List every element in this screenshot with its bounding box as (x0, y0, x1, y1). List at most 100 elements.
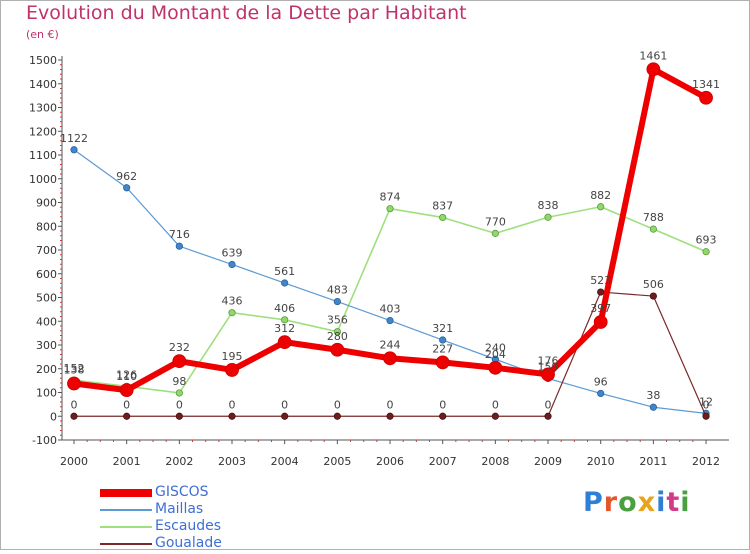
data-label-giscos: 1461 (639, 49, 667, 62)
data-point-escaudes (439, 213, 447, 222)
x-tick-label: 2003 (218, 455, 246, 468)
y-tick-label: 700 (36, 244, 57, 257)
data-label-maillas: 96 (594, 375, 608, 388)
data-point-giscos (330, 342, 345, 357)
data-point-giscos (67, 376, 81, 391)
data-label-escaudes: 837 (432, 199, 453, 212)
y-tick-label: 1200 (29, 125, 57, 138)
data-label-escaudes: 770 (485, 215, 506, 228)
x-tick-label: 2007 (429, 455, 457, 468)
data-point-giscos (172, 354, 187, 369)
data-label-goualade: 523 (590, 274, 611, 287)
data-label-giscos: 397 (590, 302, 611, 315)
data-point-goualade (544, 412, 552, 420)
x-tick-label: 2012 (692, 455, 720, 468)
data-point-escaudes (228, 309, 236, 317)
data-label-goualade: 0 (703, 398, 710, 411)
data-point-maillas (123, 184, 131, 192)
data-point-maillas (175, 242, 183, 250)
logo-letter: i (680, 487, 691, 518)
data-point-goualade (439, 412, 447, 420)
data-point-escaudes (597, 203, 605, 211)
legend-label-maillas: Maillas (155, 501, 204, 517)
data-point-goualade (70, 412, 78, 420)
data-label-giscos: 1341 (692, 78, 720, 91)
data-label-escaudes: 98 (172, 375, 186, 388)
data-label-goualade: 0 (229, 398, 236, 411)
data-point-goualade (175, 412, 183, 420)
data-label-maillas: 483 (327, 284, 348, 297)
data-point-escaudes (175, 389, 183, 397)
data-label-goualade: 506 (643, 278, 664, 291)
x-tick-label: 2004 (271, 455, 299, 468)
data-label-giscos: 176 (538, 354, 559, 367)
data-point-giscos (225, 363, 239, 377)
data-label-escaudes: 436 (222, 295, 243, 308)
y-tick-label: 800 (36, 220, 57, 233)
chart-unit-label: (en €) (26, 28, 59, 41)
data-point-escaudes (491, 229, 499, 237)
logo-letter: r (603, 487, 619, 518)
data-label-giscos: 232 (169, 341, 190, 354)
data-point-escaudes (386, 205, 394, 213)
data-point-giscos (646, 62, 661, 77)
legend-label-goualade: Goualade (155, 535, 222, 551)
y-tick-label: -100 (32, 434, 57, 447)
logo-letter: i (656, 487, 667, 518)
data-point-maillas (649, 403, 657, 411)
data-label-maillas: 962 (116, 170, 137, 183)
data-point-goualade (702, 412, 710, 420)
y-tick-label: 1300 (29, 102, 57, 115)
data-label-goualade: 0 (387, 398, 394, 411)
legend-swatch-maillas (100, 509, 152, 511)
data-point-giscos (541, 367, 555, 382)
data-label-goualade: 0 (439, 398, 446, 411)
data-label-maillas: 716 (169, 228, 190, 241)
data-label-goualade: 0 (545, 398, 552, 411)
data-point-goualade (491, 412, 499, 420)
data-label-maillas: 403 (380, 303, 401, 316)
legend-label-escaudes: Escaudes (155, 518, 222, 534)
x-tick-label: 2006 (376, 455, 404, 468)
legend-label-giscos: GISCOS (155, 484, 209, 500)
data-point-giscos (488, 360, 503, 375)
logo-letter: o (618, 487, 638, 518)
logo-letter: P (583, 487, 604, 518)
data-label-giscos: 110 (116, 370, 137, 383)
data-point-maillas (281, 279, 289, 287)
data-point-maillas (386, 316, 394, 325)
data-label-goualade: 0 (281, 398, 288, 411)
data-point-goualade (333, 412, 341, 420)
x-tick-label: 2002 (165, 455, 193, 468)
data-point-goualade (386, 412, 394, 420)
data-label-maillas: 639 (222, 246, 243, 259)
data-point-escaudes (281, 316, 289, 324)
data-label-goualade: 0 (71, 398, 78, 411)
y-tick-label: 600 (36, 268, 57, 281)
y-tick-label: 500 (36, 292, 57, 305)
legend-swatch-escaudes (100, 526, 152, 528)
data-label-escaudes: 838 (538, 199, 559, 212)
data-point-giscos (593, 315, 608, 329)
data-point-giscos (277, 335, 292, 350)
y-tick-label: 1100 (29, 149, 57, 162)
y-tick-label: 1500 (29, 54, 57, 67)
x-tick-label: 2005 (323, 455, 351, 468)
data-label-escaudes: 788 (643, 211, 664, 224)
y-tick-label: 1400 (29, 78, 57, 91)
data-label-maillas: 240 (485, 341, 506, 354)
logo-letter: x (637, 487, 657, 518)
data-point-goualade (123, 412, 131, 420)
data-label-maillas: 1122 (60, 132, 88, 145)
data-point-giscos (119, 383, 134, 398)
x-tick-label: 2001 (113, 455, 141, 468)
data-point-escaudes (333, 328, 341, 336)
data-point-maillas (228, 260, 236, 269)
proxiti-logo: Proxiti (583, 487, 691, 518)
data-label-maillas: 12 (699, 395, 713, 408)
data-point-giscos (699, 90, 713, 105)
x-tick-label: 2009 (534, 455, 562, 468)
data-point-maillas (439, 336, 447, 344)
